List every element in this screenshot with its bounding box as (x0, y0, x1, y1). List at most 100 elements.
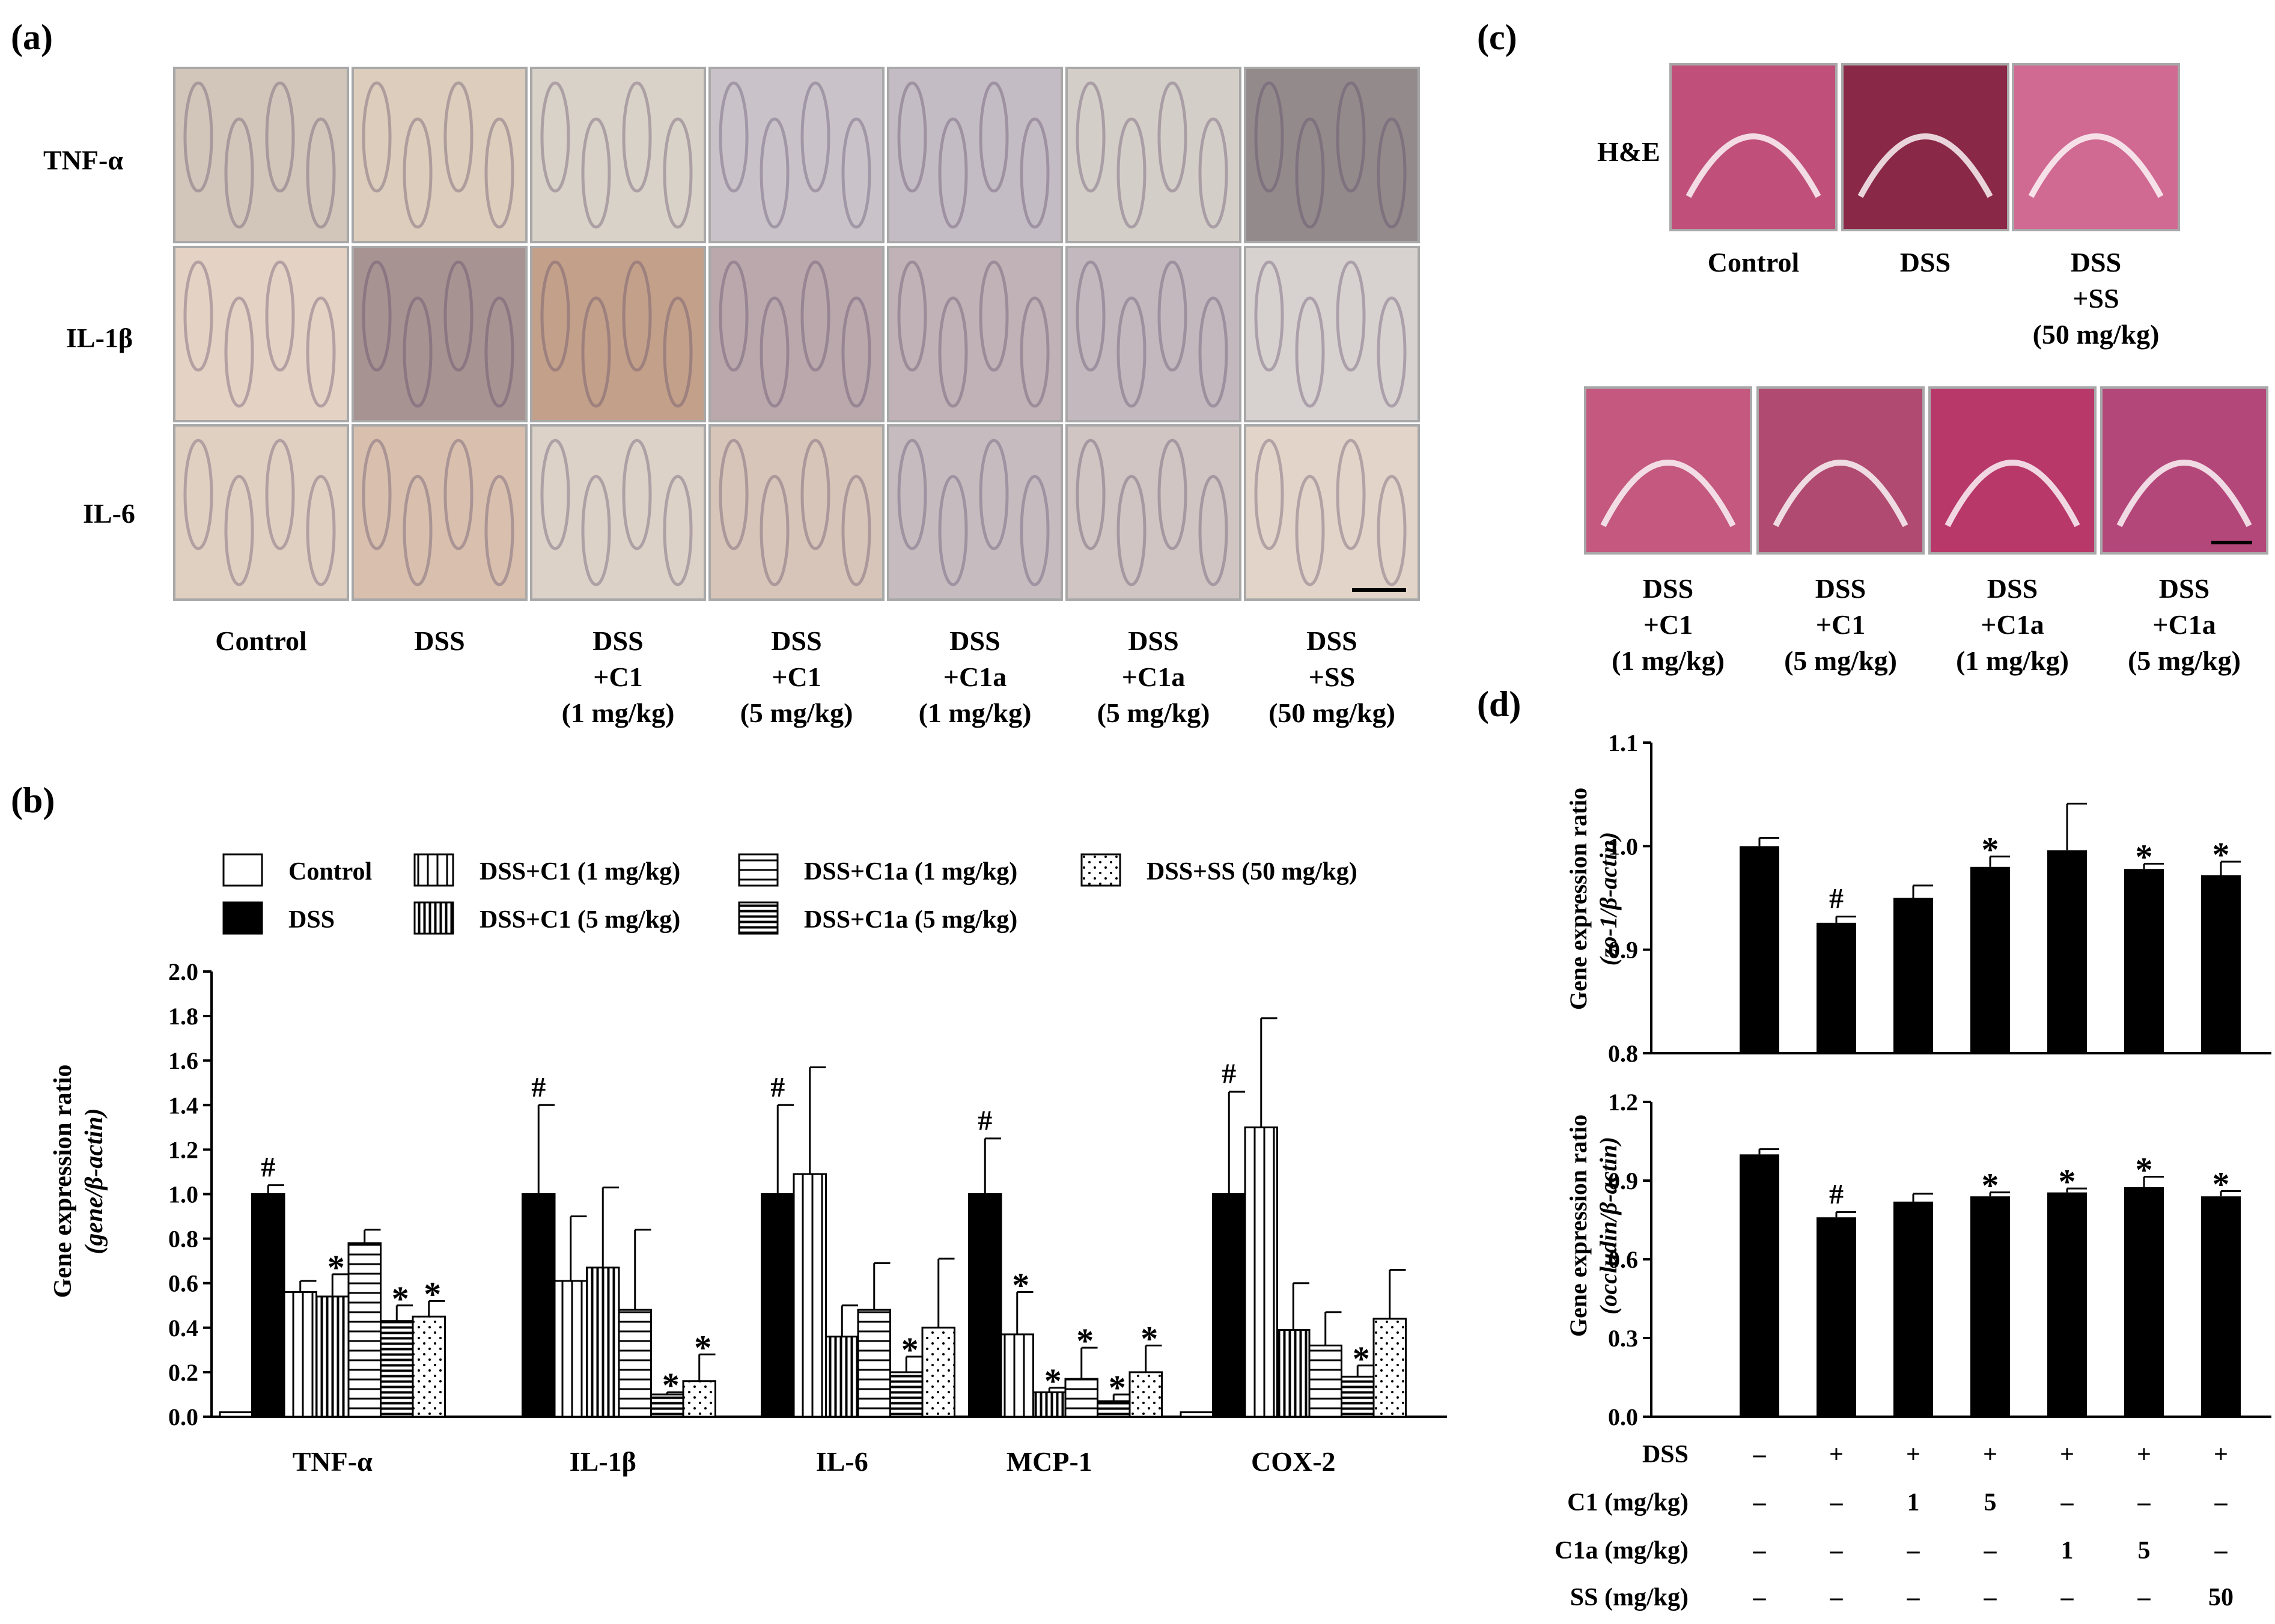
micrograph-tile (1244, 246, 1420, 422)
bar (793, 1173, 827, 1418)
micrograph-gland (1157, 81, 1187, 193)
treatment-cell: – (2214, 1489, 2228, 1516)
bar (1000, 1333, 1034, 1418)
significance-star: * (2059, 1162, 2076, 1201)
treatment-cell: 1 (2061, 1537, 2074, 1565)
panel-c: (c) H&E Control DSS DSS +SS (50 mg/kg) DSS +C1… (1477, 17, 2268, 676)
treatment-cell: 5 (1984, 1489, 1997, 1516)
micrograph-tile (1244, 424, 1420, 601)
y-tick-label: 1.6 (168, 1047, 198, 1074)
he-lumen (2116, 460, 2252, 528)
y-tick-label: 0.6 (1608, 1246, 1638, 1273)
micrograph-image (1065, 246, 1241, 422)
legend-item: DSS+C1 (1 mg/kg) (413, 853, 680, 887)
bar (1064, 1378, 1098, 1418)
micrograph-gland (760, 296, 790, 408)
micrograph-gland (938, 296, 968, 408)
micrograph-gland (897, 260, 927, 372)
panel-a: (a) TNF-α IL-1β IL-6 Control DSS DSS +C1 (1 … (11, 17, 1420, 728)
row-label-il6: IL-6 (83, 498, 135, 529)
micrograph-gland (403, 296, 433, 408)
y-tick-label: 1.2 (1608, 1089, 1638, 1116)
panel-d-treatment-table: DSS – + + + + + + C1 (mg/kg) – – 1 5 – – – C1a (mg/kg) – –… (1555, 1441, 2234, 1611)
micrograph-gland (1020, 475, 1050, 586)
he-lumen (1773, 460, 1908, 528)
significance-star: * (2213, 835, 2230, 874)
x-category-label: IL-6 (816, 1446, 868, 1477)
x-category-label: TNF-α (293, 1446, 373, 1477)
legend-item: DSS+SS (50 mg/kg) (1080, 853, 1357, 887)
micrograph-gland (1116, 296, 1147, 408)
micrograph-gland (1157, 439, 1187, 550)
x-category-label: IL-1β (570, 1446, 636, 1477)
micrograph-gland (938, 475, 968, 586)
treatment-cell: – (1907, 1537, 1920, 1565)
treatment-cell: + (1829, 1441, 1844, 1468)
treatment-cell: – (1984, 1537, 1997, 1565)
he-lumen (1600, 460, 1736, 528)
y-tick-label: 1.0 (168, 1181, 198, 1208)
he-tile (1928, 386, 2097, 555)
micrograph-gland (719, 260, 749, 372)
micrograph-gland (979, 81, 1009, 193)
bar (283, 1291, 317, 1418)
row-label-tnf: TNF-α (43, 145, 123, 175)
y-tick-label: 1.0 (1608, 833, 1638, 860)
bar (1341, 1375, 1375, 1418)
micrograph-tile (1065, 246, 1241, 422)
significance-star: * (1982, 830, 1999, 869)
treatment-cell: – (1830, 1584, 1844, 1611)
column-caption-line: DSS (1128, 625, 1178, 656)
he-image (1928, 386, 2097, 555)
micrograph-gland (719, 439, 749, 550)
micrograph-gland (897, 439, 927, 550)
he-caption-line: DSS (2159, 573, 2210, 604)
significance-star: * (2136, 838, 2153, 877)
treatment-cell: – (2137, 1584, 2151, 1611)
significance-hash: # (978, 1105, 992, 1137)
bar (1740, 1154, 1779, 1417)
bar (219, 1411, 253, 1418)
column-caption-line: +C1 (593, 661, 642, 692)
micrograph-gland (362, 439, 392, 550)
significance-star: * (1044, 1361, 1062, 1400)
bar (1308, 1344, 1342, 1418)
micrograph-gland (841, 117, 871, 229)
legend-item: DSS (222, 901, 335, 935)
significance-star: * (424, 1274, 441, 1313)
micrograph-gland (224, 296, 254, 408)
micrograph-image (1244, 67, 1420, 243)
micrograph-gland (362, 81, 392, 193)
micrograph-gland (1295, 117, 1325, 229)
legend-label: DSS+SS (50 mg/kg) (1147, 858, 1357, 886)
y-tick-label: 0.4 (168, 1315, 198, 1342)
bar (761, 1193, 795, 1418)
he-caption-line: +C1a (2152, 609, 2216, 640)
he-image (1669, 63, 1838, 231)
he-caption-line: (5 mg/kg) (2128, 645, 2241, 676)
treatment-cell: – (1830, 1489, 1844, 1516)
bar (825, 1336, 859, 1418)
bar (2047, 1192, 2087, 1417)
micrograph-image (1065, 424, 1241, 601)
significance-hash: # (531, 1071, 546, 1103)
legend-label: Control (288, 858, 372, 886)
bar (412, 1315, 446, 1418)
he-tile (2100, 386, 2268, 555)
micrograph-image (530, 67, 706, 243)
he-tile (1584, 386, 1752, 555)
he-image (1841, 63, 2009, 231)
micrograph-gland (581, 117, 611, 229)
y-tick-label: 1.2 (168, 1136, 198, 1163)
he-lumen (2028, 133, 2164, 198)
micrograph-image (887, 67, 1063, 243)
he-caption-line: DSS (1900, 247, 1951, 278)
he-image (2012, 63, 2180, 231)
column-caption-line: (1 mg/kg) (562, 698, 675, 728)
panel-d-bottom-ylabel-line1: Gene expression ratio (1565, 1115, 1592, 1337)
he-row-label: H&E (1597, 136, 1660, 167)
he-image (1584, 386, 1752, 555)
legend-label: DSS+C1a (5 mg/kg) (804, 906, 1017, 934)
x-category-label: MCP-1 (1007, 1446, 1092, 1477)
legend-item: Control (222, 853, 372, 887)
